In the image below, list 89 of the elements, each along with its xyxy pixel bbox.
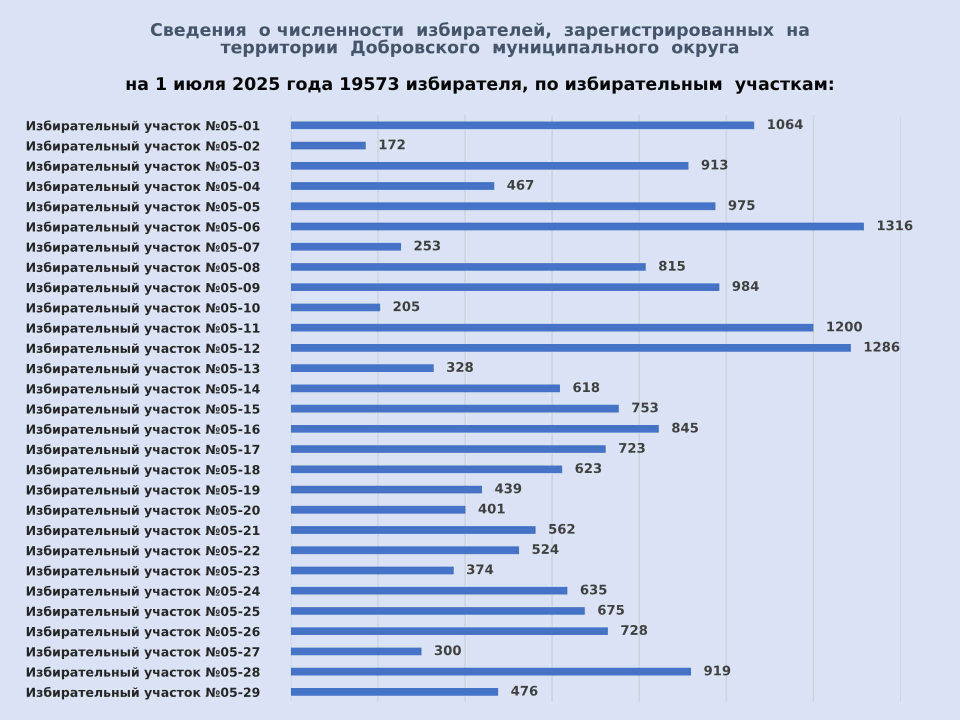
data-label: 815 bbox=[659, 260, 685, 271]
bar bbox=[290, 404, 619, 412]
bar bbox=[290, 344, 851, 352]
data-label: 984 bbox=[732, 281, 759, 292]
bar bbox=[290, 263, 646, 271]
data-label: 919 bbox=[704, 666, 730, 676]
y-tick-label: Избирательный участок №05-28 bbox=[26, 666, 260, 680]
data-label: 401 bbox=[478, 504, 505, 514]
y-tick-label: Избирательный участок №05-19 bbox=[26, 484, 260, 498]
bar bbox=[290, 648, 422, 656]
bar bbox=[290, 506, 466, 514]
chart-title: Сведения о численности избирателей, зарегистрированных на территории Добровского муниципального округа bbox=[150, 22, 809, 58]
y-tick-label: Избирательный участок №05-26 bbox=[26, 626, 260, 639]
data-label: 723 bbox=[619, 442, 645, 453]
y-tick-label: Избирательный участок №05-27 bbox=[26, 646, 260, 660]
y-tick-label: Избирательный участок №05-10 bbox=[26, 302, 260, 316]
data-label: 1316 bbox=[878, 220, 912, 230]
data-label: 618 bbox=[573, 382, 600, 392]
data-label: 205 bbox=[394, 301, 420, 312]
chart-subtitle: на 1 июля 2025 года 19573 избирателя, по избирательным участкам: bbox=[126, 76, 833, 94]
data-label: 562 bbox=[549, 524, 574, 534]
data-label: 845 bbox=[672, 422, 698, 433]
bar bbox=[290, 142, 366, 150]
y-tick-label: Избирательный участок №05-15 bbox=[26, 404, 260, 416]
bar bbox=[290, 688, 498, 696]
bar bbox=[290, 586, 568, 595]
y-tick-label: Избирательный участок №05-03 bbox=[26, 160, 260, 174]
y-tick-label: Избирательный участок №05-08 bbox=[26, 262, 260, 275]
y-tick-label: Избирательный участок №05-14 bbox=[26, 383, 260, 396]
bar bbox=[290, 324, 814, 332]
data-label: 1200 bbox=[827, 322, 862, 332]
data-label: 728 bbox=[621, 625, 648, 636]
data-label: 328 bbox=[447, 362, 473, 372]
data-label: 253 bbox=[414, 240, 440, 251]
bar bbox=[290, 121, 754, 130]
data-label: 1286 bbox=[864, 342, 900, 352]
data-label: 675 bbox=[598, 604, 624, 615]
bar bbox=[290, 445, 606, 453]
y-tick-label: Избирательный участок №05-13 bbox=[26, 363, 260, 376]
data-label: 623 bbox=[575, 463, 602, 474]
bar bbox=[290, 222, 864, 230]
data-label: 374 bbox=[467, 564, 494, 574]
y-tick-label: Избирательный участок №05-02 bbox=[26, 140, 260, 154]
y-tick-label: Избирательный участок №05-16 bbox=[26, 424, 260, 436]
y-tick-label: Избирательный участок №05-20 bbox=[26, 504, 260, 518]
y-tick-label: Избирательный участок №05-17 bbox=[26, 444, 260, 457]
bar bbox=[290, 546, 520, 554]
bar bbox=[290, 202, 716, 210]
y-tick-label: Избирательный участок №05-07 bbox=[26, 242, 260, 254]
y-tick-label: Избирательный участок №05-25 bbox=[26, 606, 260, 619]
bar bbox=[290, 182, 494, 190]
y-tick-label: Избирательный участок №05-01 bbox=[26, 120, 260, 133]
y-tick-label: Избирательный участок №05-12 bbox=[26, 342, 260, 356]
bar bbox=[290, 465, 562, 474]
y-tick-label: Избирательный участок №05-24 bbox=[26, 586, 260, 598]
bar bbox=[290, 384, 560, 392]
data-label: 476 bbox=[511, 686, 538, 696]
data-label: 753 bbox=[632, 402, 658, 412]
bar bbox=[290, 364, 434, 372]
bar bbox=[290, 668, 692, 676]
y-tick-label: Избирательный участок №05-05 bbox=[26, 201, 260, 214]
y-tick-label: Избирательный участок №05-09 bbox=[26, 282, 260, 295]
bar bbox=[290, 242, 402, 251]
y-tick-label: Избирательный участок №05-11 bbox=[26, 322, 260, 336]
bar bbox=[290, 566, 454, 574]
data-label: 1064 bbox=[768, 119, 803, 130]
y-tick-label: Избирательный участок №05-21 bbox=[26, 525, 260, 538]
data-label: 975 bbox=[728, 200, 755, 210]
y-tick-label: Избирательный участок №05-23 bbox=[26, 566, 260, 578]
data-label: 524 bbox=[532, 544, 558, 554]
bar bbox=[290, 607, 585, 615]
bar bbox=[290, 162, 688, 170]
bar bbox=[290, 424, 659, 433]
y-tick-label: Избирательный участок №05-06 bbox=[26, 222, 260, 234]
y-tick-label: Избирательный участок №05-04 bbox=[26, 181, 260, 194]
y-tick-label: Избирательный участок №05-22 bbox=[26, 545, 260, 558]
y-tick-label: Избирательный участок №05-29 bbox=[26, 686, 260, 700]
data-label: 913 bbox=[702, 160, 728, 170]
y-tick-label: Избирательный участок №05-18 bbox=[26, 464, 260, 477]
bar bbox=[290, 304, 380, 312]
data-label: 635 bbox=[580, 584, 606, 595]
data-label: 439 bbox=[495, 483, 522, 494]
data-label: 300 bbox=[434, 645, 461, 656]
bar bbox=[290, 526, 536, 534]
bar bbox=[290, 486, 482, 494]
data-label: 172 bbox=[380, 139, 405, 150]
bar bbox=[290, 283, 720, 292]
data-label: 467 bbox=[507, 180, 534, 190]
bar bbox=[290, 627, 608, 636]
